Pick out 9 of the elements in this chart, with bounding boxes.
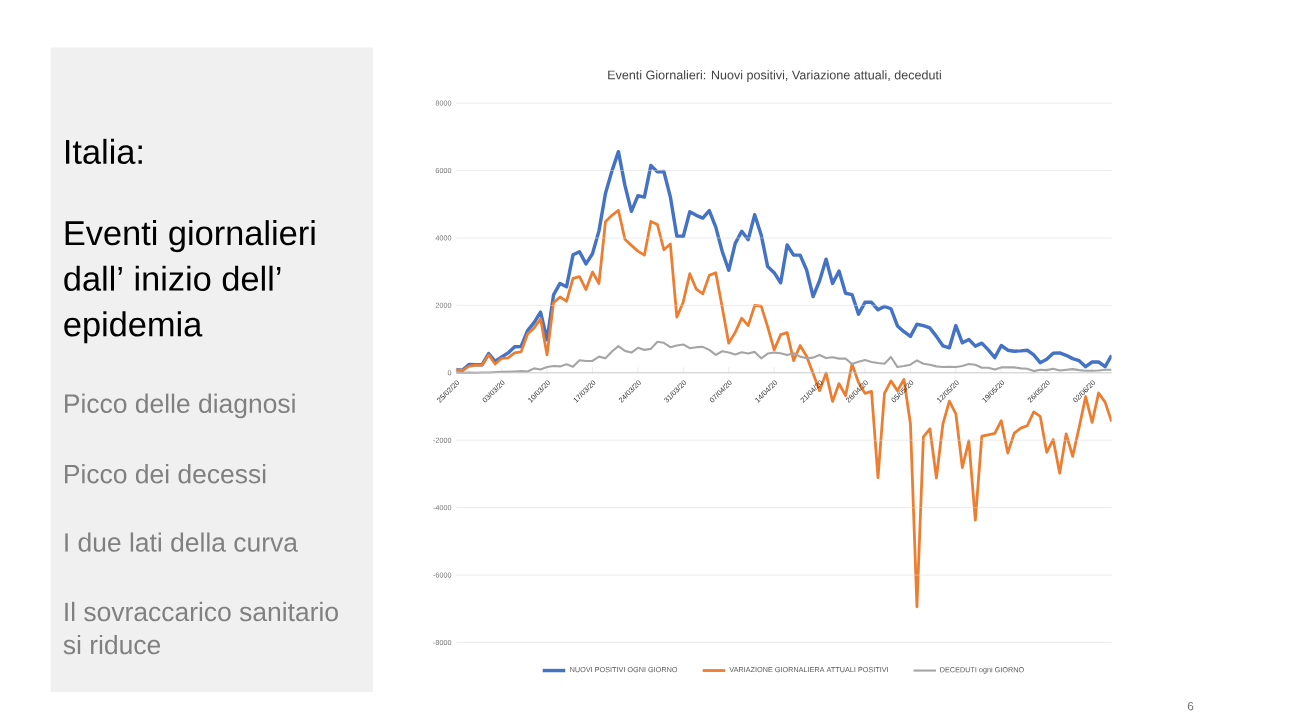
text: Picco delle diagnosi bbox=[65, 393, 295, 419]
chart-title: Eventi Giornalieri: Nuovi positivi, Variazione attuali, deceduti bbox=[608, 70, 941, 83]
line-series bbox=[456, 150, 1112, 372]
text: Picco dei decessi bbox=[65, 464, 266, 484]
text: Eventi giornalieri dall’ inizio dell’ epidemia bbox=[64, 220, 315, 344]
text: Italia: bbox=[66, 138, 142, 165]
text: 6 bbox=[1187, 702, 1194, 711]
text: I due lati della curva bbox=[65, 532, 298, 552]
text: Il sovraccarico sanitario si riduce bbox=[63, 601, 338, 655]
